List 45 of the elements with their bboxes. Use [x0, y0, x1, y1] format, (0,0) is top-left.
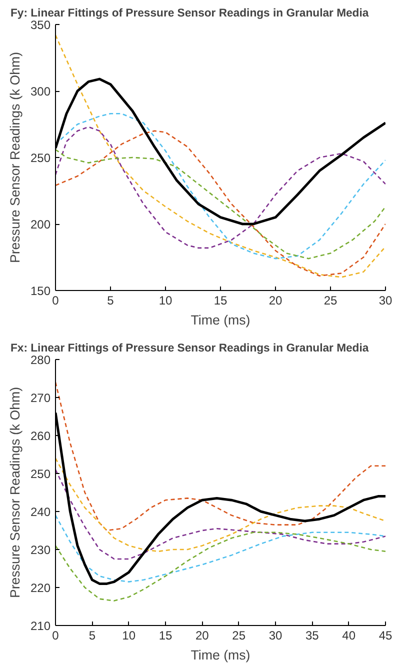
line-series [56, 130, 386, 277]
x-tick-label: 25 [324, 294, 338, 308]
y-tick-label: 350 [30, 18, 51, 32]
x-tick-label: 35 [305, 628, 320, 642]
line-series [56, 34, 386, 278]
x-tick-label: 15 [214, 294, 228, 308]
x-tick-label: 0 [52, 294, 60, 308]
x-tick-label: 10 [158, 294, 172, 308]
line-series [56, 532, 386, 602]
x-tick-label: 5 [107, 294, 114, 308]
y-tick-label: 210 [30, 619, 51, 633]
y-tick-label: 280 [30, 353, 51, 367]
x-axis-title: Time (ms) [190, 312, 250, 328]
y-tick-label: 220 [30, 581, 51, 595]
y-tick-label: 200 [30, 218, 51, 232]
y-tick-label: 250 [30, 151, 51, 165]
y-tick-label: 150 [30, 284, 51, 298]
y-axis-title: Pressure Sensor Readings (k Ohm) [7, 386, 22, 598]
y-tick-label: 240 [30, 505, 51, 519]
x-axis-title: Time (ms) [190, 648, 250, 662]
y-tick-label: 260 [30, 429, 51, 443]
line-series [56, 148, 386, 260]
x-tick-label: 45 [378, 628, 392, 642]
x-tick-label: 30 [378, 294, 392, 308]
chart-title: Fx: Linear Fittings of Pressure Sensor Readings in Granular Media [10, 342, 370, 354]
x-tick-label: 40 [342, 628, 356, 642]
x-tick-label: 25 [232, 628, 246, 642]
y-tick-label: 250 [30, 467, 51, 481]
y-axis-title: Pressure Sensor Readings (k Ohm) [7, 52, 22, 264]
x-tick-label: 5 [88, 628, 96, 642]
x-tick-label: 0 [52, 628, 60, 642]
y-tick-label: 300 [30, 84, 51, 98]
line-series [56, 382, 386, 532]
y-tick-label: 270 [30, 391, 51, 405]
line-series [56, 514, 386, 582]
x-tick-label: 30 [268, 628, 282, 642]
line-series [56, 469, 386, 560]
line-series [56, 126, 386, 249]
line-series [56, 458, 386, 552]
y-tick-label: 230 [30, 543, 51, 557]
x-tick-label: 20 [268, 294, 282, 308]
chart-title: Fy: Linear Fittings of Pressure Sensor Readings in Granular Media [10, 8, 370, 20]
x-tick-label: 10 [122, 628, 136, 642]
x-tick-label: 15 [158, 628, 172, 642]
x-tick-label: 20 [195, 628, 210, 642]
